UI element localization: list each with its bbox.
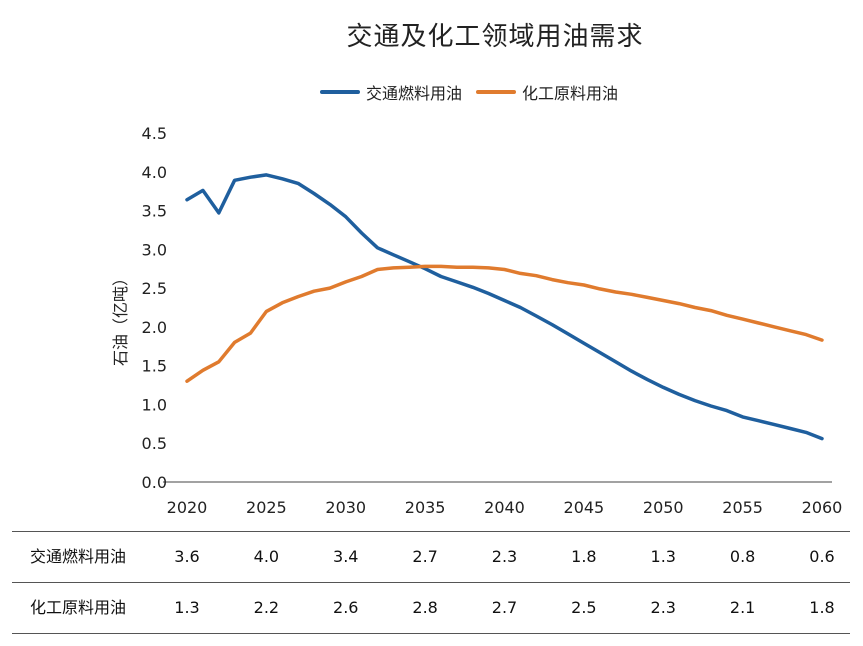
- table-cell: 1.8: [809, 598, 835, 617]
- table-cell: 3.4: [333, 547, 359, 566]
- legend-label-chemical: 化工原料用油: [522, 84, 619, 103]
- table-cell: 0.8: [729, 547, 756, 566]
- table-cell: 2.5: [571, 598, 597, 617]
- x-tick-label: 2045: [564, 498, 605, 517]
- x-tick-label: 2050: [643, 498, 684, 517]
- y-tick-label: 0.5: [142, 434, 167, 453]
- table-cell: 0.6: [809, 547, 835, 566]
- y-tick-label: 4.0: [142, 163, 167, 182]
- row-label-transport: 交通燃料用油: [30, 547, 127, 566]
- table-cell: 2.7: [412, 547, 438, 566]
- table-cell: 3.6: [174, 547, 200, 566]
- legend-entry-chemical: 化工原料用油: [476, 80, 618, 104]
- chart-legend: 交通燃料用油 化工原料用油: [320, 80, 632, 104]
- table-row: 交通燃料用油 3.6 4.0 3.4 2.7 2.3 1.8 1.3 0.8 0.6: [12, 531, 850, 583]
- series-line-chemical: [185, 264, 824, 383]
- data-table: 交通燃料用油 3.6 4.0 3.4 2.7 2.3 1.8 1.3 0.8 0.6 化工原料用…: [12, 531, 850, 634]
- y-tick-label: 1.0: [142, 395, 167, 414]
- y-tick-label: 0.0: [142, 473, 167, 492]
- y-tick-label: 2.5: [142, 279, 167, 298]
- legend-swatch-transport: [320, 90, 360, 94]
- table-cell: 2.2: [253, 598, 280, 617]
- table-cell: 4.0: [253, 547, 280, 566]
- table-cell: 2.3: [491, 547, 518, 566]
- table-cell: 2.6: [333, 598, 359, 617]
- series-lines: [185, 173, 824, 441]
- x-tick-label: 2055: [722, 498, 763, 517]
- y-tick-label: 2.0: [142, 318, 167, 337]
- chart-title: 交通及化工领域用油需求: [346, 22, 644, 52]
- legend-swatch-chemical: [476, 90, 517, 94]
- y-tick-label: 3.0: [142, 240, 167, 259]
- line-chart: 0.0 0.5 1.0 1.5 2.0 2.5 3.0 3.5 4.0 4.5 2020 2025 20…: [111, 124, 843, 517]
- table-cell: 2.7: [491, 598, 518, 617]
- row-label-chemical: 化工原料用油: [30, 598, 127, 617]
- table-cell: 2.8: [412, 598, 438, 617]
- table-cell: 2.1: [729, 598, 756, 617]
- x-tick-label: 2030: [325, 498, 366, 517]
- y-tick-label: 3.5: [142, 202, 167, 221]
- tick-labels: 0.0 0.5 1.0 1.5 2.0 2.5 3.0 3.5 4.0 4.5 2020 2025 20…: [142, 124, 843, 517]
- table-cell: 2.3: [650, 598, 676, 617]
- x-tick-label: 2035: [405, 498, 446, 517]
- x-tick-label: 2025: [246, 498, 287, 517]
- x-tick-label: 2020: [167, 498, 208, 517]
- table-cell: 1.8: [571, 547, 597, 566]
- legend-label-transport: 交通燃料用油: [366, 84, 463, 103]
- table-cell: 1.3: [650, 547, 676, 566]
- legend-entry-transport: 交通燃料用油: [320, 80, 462, 104]
- table-row: 化工原料用油 1.3 2.2 2.6 2.8 2.7 2.5 2.3 2.1 1.8: [12, 583, 850, 634]
- x-tick-label: 2060: [802, 498, 843, 517]
- table-cell: 1.3: [174, 598, 200, 617]
- x-tick-label: 2040: [484, 498, 525, 517]
- y-tick-label: 4.5: [142, 124, 167, 143]
- series-line-transport: [185, 173, 824, 441]
- y-axis-label: 石油（亿吨）: [111, 270, 130, 366]
- y-tick-label: 1.5: [142, 357, 167, 376]
